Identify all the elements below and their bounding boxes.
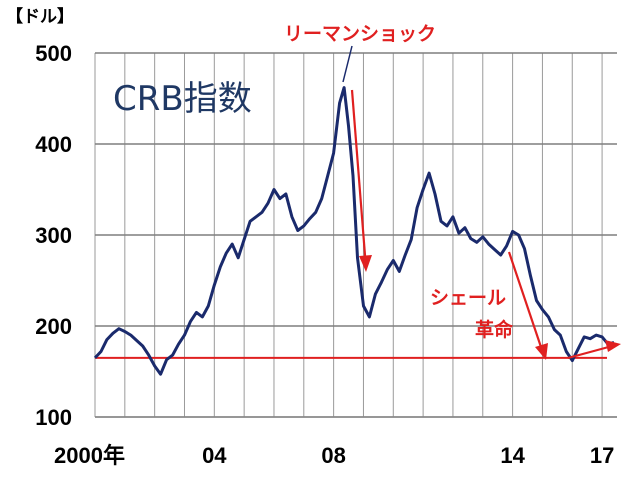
chart-title: CRB指数: [113, 79, 252, 119]
series-line: [93, 86, 615, 376]
annotation-lehman-arrowhead: [359, 255, 372, 272]
annotation-shale-label-line1: シェール: [430, 287, 506, 309]
annotation-shale-label-line2: 革命: [475, 318, 514, 341]
y-tick-label: 500: [35, 41, 72, 66]
annotation-shale-arrowhead-up: [605, 340, 621, 352]
x-tick-label: 14: [500, 443, 525, 468]
annotation-lehman-arrow: [350, 89, 368, 269]
annotation-lehman-leader: [342, 45, 353, 83]
annotation-shale-arrow-down: [507, 251, 546, 357]
x-tick-label: 08: [321, 443, 345, 468]
y-tick-label: 400: [35, 132, 72, 157]
y-tick-label: 300: [35, 223, 72, 248]
y-unit-label: 【ドル】: [6, 6, 74, 27]
annotation-lehman: リーマンショック: [284, 23, 436, 272]
x-tick-labels: 2000年 04 08 14 17: [54, 443, 614, 468]
y-tick-label: 100: [35, 405, 72, 430]
y-tick-labels: 100 200 300 400 500: [35, 41, 72, 430]
y-tick-label: 200: [35, 314, 72, 339]
x-tick-label: 2000年: [54, 443, 125, 468]
annotation-shale-arrowhead-down: [535, 343, 548, 360]
x-tick-label: 17: [590, 443, 614, 468]
annotation-lehman-label: リーマンショック: [284, 23, 436, 45]
x-tick-label: 04: [202, 443, 227, 468]
annotation-shale: シェール 革命: [430, 251, 621, 360]
